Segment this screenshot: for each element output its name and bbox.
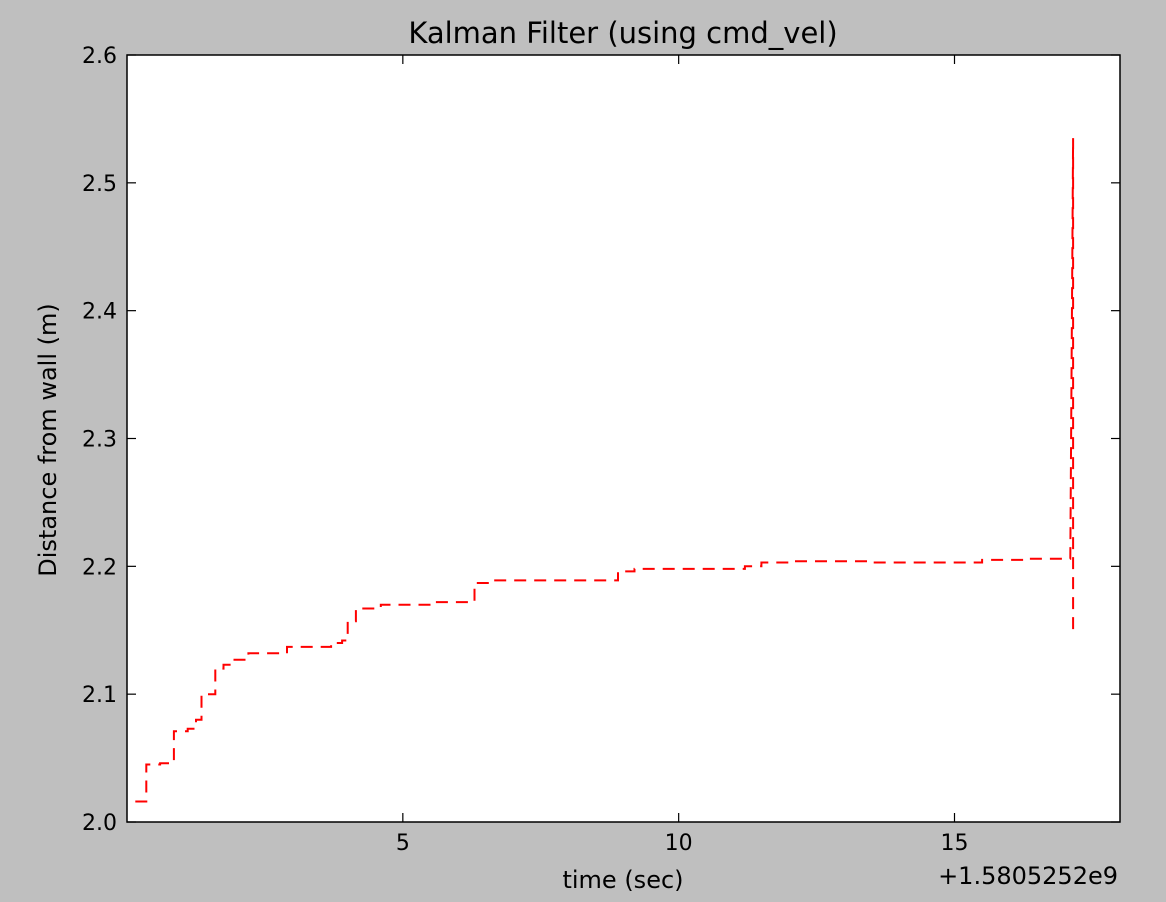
y-tick-label: 2.2 bbox=[82, 555, 117, 580]
y-tick-label: 2.0 bbox=[82, 811, 117, 836]
x-offset-label: +1.5805252e9 bbox=[938, 862, 1118, 890]
y-axis-label: Distance from wall (m) bbox=[34, 303, 62, 576]
y-tick-label: 2.3 bbox=[82, 428, 117, 453]
chart-title: Kalman Filter (using cmd_vel) bbox=[408, 16, 837, 50]
axis-ticks bbox=[127, 54, 1120, 823]
y-tick-label: 2.5 bbox=[82, 172, 117, 197]
x-tick-label: 5 bbox=[396, 831, 410, 856]
y-tick-label: 2.6 bbox=[82, 44, 117, 69]
y-tick-label: 2.4 bbox=[82, 300, 117, 325]
axis-tick-labels: 5 10 15 2.0 2.1 2.2 2.3 2.4 2.5 2.6 bbox=[82, 44, 969, 856]
plot-frame bbox=[126, 54, 1121, 823]
plot-area bbox=[127, 55, 1120, 822]
x-tick-label: 15 bbox=[941, 831, 969, 856]
x-tick-label: 10 bbox=[665, 831, 693, 856]
x-axis-label: time (sec) bbox=[562, 866, 683, 894]
y-tick-label: 2.1 bbox=[82, 683, 117, 708]
